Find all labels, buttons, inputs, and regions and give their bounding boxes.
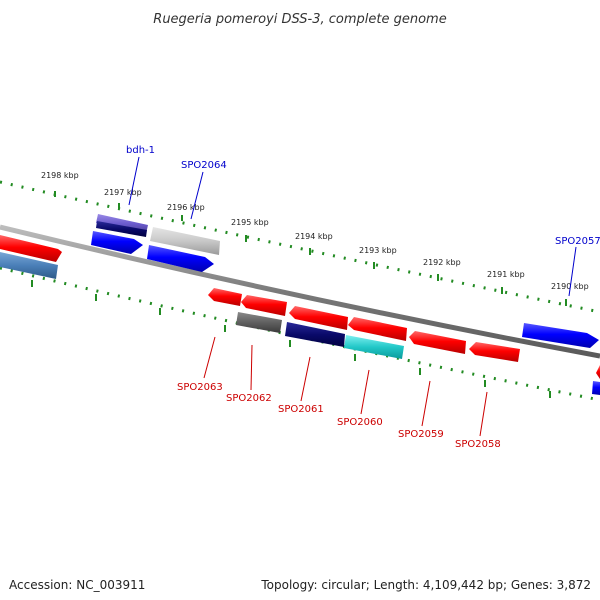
inner-major-ticks [31,280,551,398]
gene-label-bdh-1[interactable]: bdh-1 [126,145,155,156]
feature-spo2062-gray[interactable] [236,312,282,333]
leader-line [128,156,140,206]
feature-blue-right-edge[interactable] [592,381,600,395]
minus-strand-features [0,252,600,395]
feature-spo2061[interactable] [289,306,348,330]
leader-line [250,344,253,391]
feature-spo2062[interactable] [241,295,287,316]
feature-red-right-edge[interactable] [596,365,600,379]
gene-label-spo2062[interactable]: SPO2062 [226,393,272,404]
feature-spo2063[interactable] [208,288,242,306]
leader-line [568,246,577,297]
gene-label-spo2064[interactable]: SPO2064 [181,160,227,171]
feature-blue-arrow-2[interactable] [147,245,214,272]
gene-label-spo2058[interactable]: SPO2058 [455,439,501,450]
feature-spo2060-cyan[interactable] [344,335,404,359]
scale-label: 2192 kbp [423,258,461,267]
feature-spo2064[interactable] [150,227,220,255]
feature-blue-arrow[interactable] [91,231,143,254]
scale-label: 2191 kbp [487,270,525,279]
scale-label: 2193 kbp [359,246,397,255]
gene-label-spo2061[interactable]: SPO2061 [278,404,324,415]
leader-line [300,356,311,402]
map-title: Ruegeria pomeroyi DSS-3, complete genome [153,12,446,27]
genome-info-text: Topology: circular; Length: 4,109,442 bp… [261,578,591,592]
gene-label-spo2063[interactable]: SPO2063 [177,382,223,393]
plus-strand-features [0,214,599,348]
gene-label-spo2060[interactable]: SPO2060 [337,417,383,428]
scale-label: 2194 kbp [295,232,333,241]
feature-red-left[interactable] [0,235,62,262]
plus-gene-labels: bdh-1 SPO2064 SPO2057 [126,145,600,297]
scale-label: 2195 kbp [231,218,269,227]
feature-spo2059[interactable] [409,331,466,354]
feature-spo2061-navy[interactable] [285,322,345,347]
accession-text: Accession: NC_003911 [9,578,146,592]
gene-label-spo2059[interactable]: SPO2059 [398,429,444,440]
scale-label: 2198 kbp [41,171,79,180]
inner-scale-ring [0,266,600,402]
feature-bdh-1[interactable] [96,221,147,237]
outer-scale-ring [0,180,600,314]
scale-label: 2196 kbp [167,203,205,212]
feature-spo2057[interactable] [522,323,599,348]
genome-backbone [0,224,600,359]
scale-label: 2197 kbp [104,188,142,197]
feature-spo2058[interactable] [469,342,520,362]
outer-major-ticks [54,191,567,306]
leader-line [360,369,370,415]
minus-gene-labels: SPO2063 SPO2062 SPO2061 SPO2060 SPO2059 … [177,336,501,450]
scale-label: 2190 kbp [551,282,589,291]
gene-label-spo2057[interactable]: SPO2057 [555,236,600,247]
leader-line [190,171,204,220]
feature-spo2060[interactable] [348,317,407,341]
leader-line [421,380,431,427]
leader-line [203,336,216,379]
feature-steel-left[interactable] [0,252,58,279]
leader-line [479,391,488,437]
